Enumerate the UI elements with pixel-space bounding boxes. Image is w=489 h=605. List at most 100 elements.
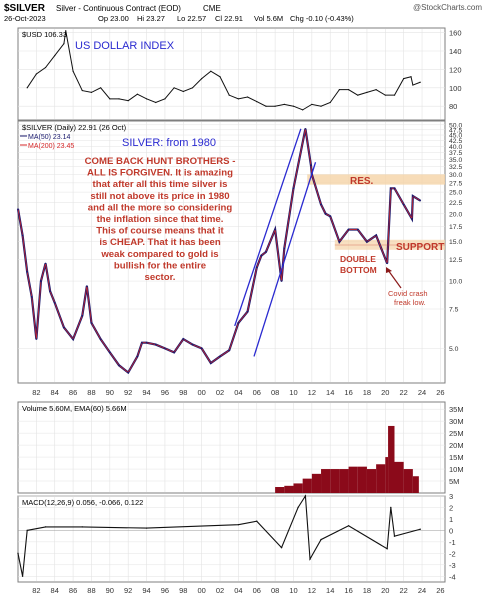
chart-watermark: @StockCharts.com <box>413 3 482 12</box>
x-tick-label-bottom: 02 <box>216 586 224 595</box>
silver-price-point <box>182 338 185 340</box>
price-y-tick: 50.0 <box>449 122 462 129</box>
volume-y-tick: 30M <box>449 417 464 426</box>
annotation-line: sector. <box>145 272 176 283</box>
macd-point <box>304 495 307 497</box>
silver-price-point <box>191 343 194 346</box>
annotation-line: bullish for the entire <box>114 260 206 271</box>
volume-y-tick: 35M <box>449 405 464 414</box>
x-tick-label-bottom: 10 <box>289 586 297 595</box>
dollar-y-tick: 140 <box>449 47 462 56</box>
x-tick-label-bottom: 98 <box>179 586 187 595</box>
annotation-line: that after all this time silver is <box>93 179 228 190</box>
x-tick-label-mid: 82 <box>32 388 40 397</box>
dollar-point <box>164 98 166 100</box>
dollar-point <box>219 76 221 78</box>
dollar-point <box>347 89 350 91</box>
annotation-line: weak compared to gold is <box>100 249 218 260</box>
x-tick-label-bottom: 82 <box>32 586 40 595</box>
macd-line <box>17 494 421 577</box>
annotation-line: This of course means that it <box>96 226 224 237</box>
price-y-tick: 42.5 <box>449 138 462 145</box>
price-title: SILVER: from 1980 <box>122 137 216 149</box>
macd-y-tick: -1 <box>449 538 456 547</box>
dollar-point <box>182 90 184 93</box>
dollar-point <box>173 87 175 89</box>
price-y-tick: 35.0 <box>449 157 462 164</box>
dollar-point <box>90 91 93 93</box>
annotation-line: the inflation since that time. <box>97 214 224 225</box>
silver-price-point <box>90 322 93 324</box>
x-tick-label-mid: 90 <box>106 388 114 397</box>
macd-point <box>390 506 392 509</box>
dollar-point <box>320 105 322 107</box>
silver-price-point <box>304 127 307 130</box>
macd-y-tick: 2 <box>449 503 453 512</box>
axis-layer: 8282848486868888909092929494969698980000… <box>32 29 463 595</box>
dollar-y-tick: 80 <box>449 102 457 111</box>
x-tick-label-mid: 94 <box>142 388 150 397</box>
macd-point <box>386 548 388 550</box>
macd-point <box>297 506 299 509</box>
x-tick-label-bottom: 06 <box>253 586 261 595</box>
macd-y-tick: 0 <box>449 526 453 535</box>
silver-price-point <box>109 351 111 354</box>
x-tick-label-bottom: 92 <box>124 586 132 595</box>
x-tick-label-mid: 18 <box>363 388 371 397</box>
silver-price-point <box>145 341 148 344</box>
silver-price-point <box>210 362 212 364</box>
silver-price-point <box>49 290 51 293</box>
silver-price-point <box>393 187 396 190</box>
dollar-point <box>26 87 28 89</box>
covid-label-2: freak low. <box>394 298 426 307</box>
volume-bar <box>293 483 303 493</box>
x-tick-label-mid: 12 <box>308 388 316 397</box>
x-tick-label-bottom: 24 <box>418 586 426 595</box>
x-tick-label-mid: 22 <box>400 388 408 397</box>
price-y-tick: 47.5 <box>449 127 462 134</box>
x-tick-label-bottom: 20 <box>381 586 389 595</box>
silver-price-point <box>310 164 312 166</box>
dollar-y-tick: 100 <box>449 84 462 93</box>
dollar-point <box>265 105 267 107</box>
dollar-point <box>338 89 340 91</box>
annotation-line: ALL IS FORGIVEN. It is amazing <box>87 168 233 179</box>
macd-legend: MACD(12,26,9) 0.056, -0.066, 0.122 <box>22 498 143 507</box>
dollar-point <box>410 76 412 78</box>
x-tick-label-bottom: 22 <box>400 586 408 595</box>
ma200-legend: MA(200) 23.45 <box>28 143 74 150</box>
macd-y-tick: 1 <box>449 515 453 524</box>
dollar-point <box>136 93 138 95</box>
x-tick-label-mid: 00 <box>197 388 205 397</box>
dollar-point <box>256 101 258 103</box>
x-tick-label-bottom: 08 <box>271 586 279 595</box>
dollar-point <box>210 70 212 72</box>
volume-y-tick: 20M <box>449 441 464 450</box>
dollar-point <box>237 98 239 100</box>
quote-close: Cl 22.91 <box>215 14 243 23</box>
silver-price-point <box>265 251 267 253</box>
silver-price-point <box>30 296 33 298</box>
chart-exchange: CME <box>203 4 221 13</box>
price-y-tick: 25.0 <box>449 190 462 197</box>
silver-price-point <box>53 301 56 304</box>
double-bottom-label-2: BOTTOM <box>340 265 377 275</box>
silver-price-point <box>280 280 283 282</box>
chart-date: 26-Oct-2023 <box>4 14 46 23</box>
annotation-line: COME BACK HUNT BROTHERS - <box>85 156 236 167</box>
macd-y-tick: -2 <box>449 549 456 558</box>
volume-bar <box>321 469 331 493</box>
dollar-point <box>412 84 414 86</box>
dollar-point <box>63 43 65 45</box>
silver-price-point <box>99 338 102 340</box>
macd-point <box>145 527 148 529</box>
quote-low: Lo 22.57 <box>177 14 206 23</box>
x-tick-label-bottom: 12 <box>308 586 316 595</box>
x-tick-label-mid: 02 <box>216 388 224 397</box>
resistance-label: RES. <box>350 176 374 187</box>
silver-price-point <box>154 343 157 346</box>
volume-y-tick: 15M <box>449 453 464 462</box>
price-panel <box>17 120 446 384</box>
x-tick-label-bottom: 94 <box>142 586 150 595</box>
